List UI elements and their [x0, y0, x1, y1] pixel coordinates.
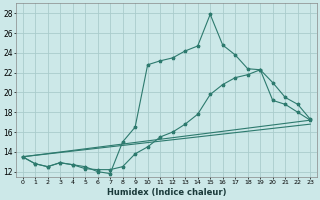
X-axis label: Humidex (Indice chaleur): Humidex (Indice chaleur)	[107, 188, 226, 197]
